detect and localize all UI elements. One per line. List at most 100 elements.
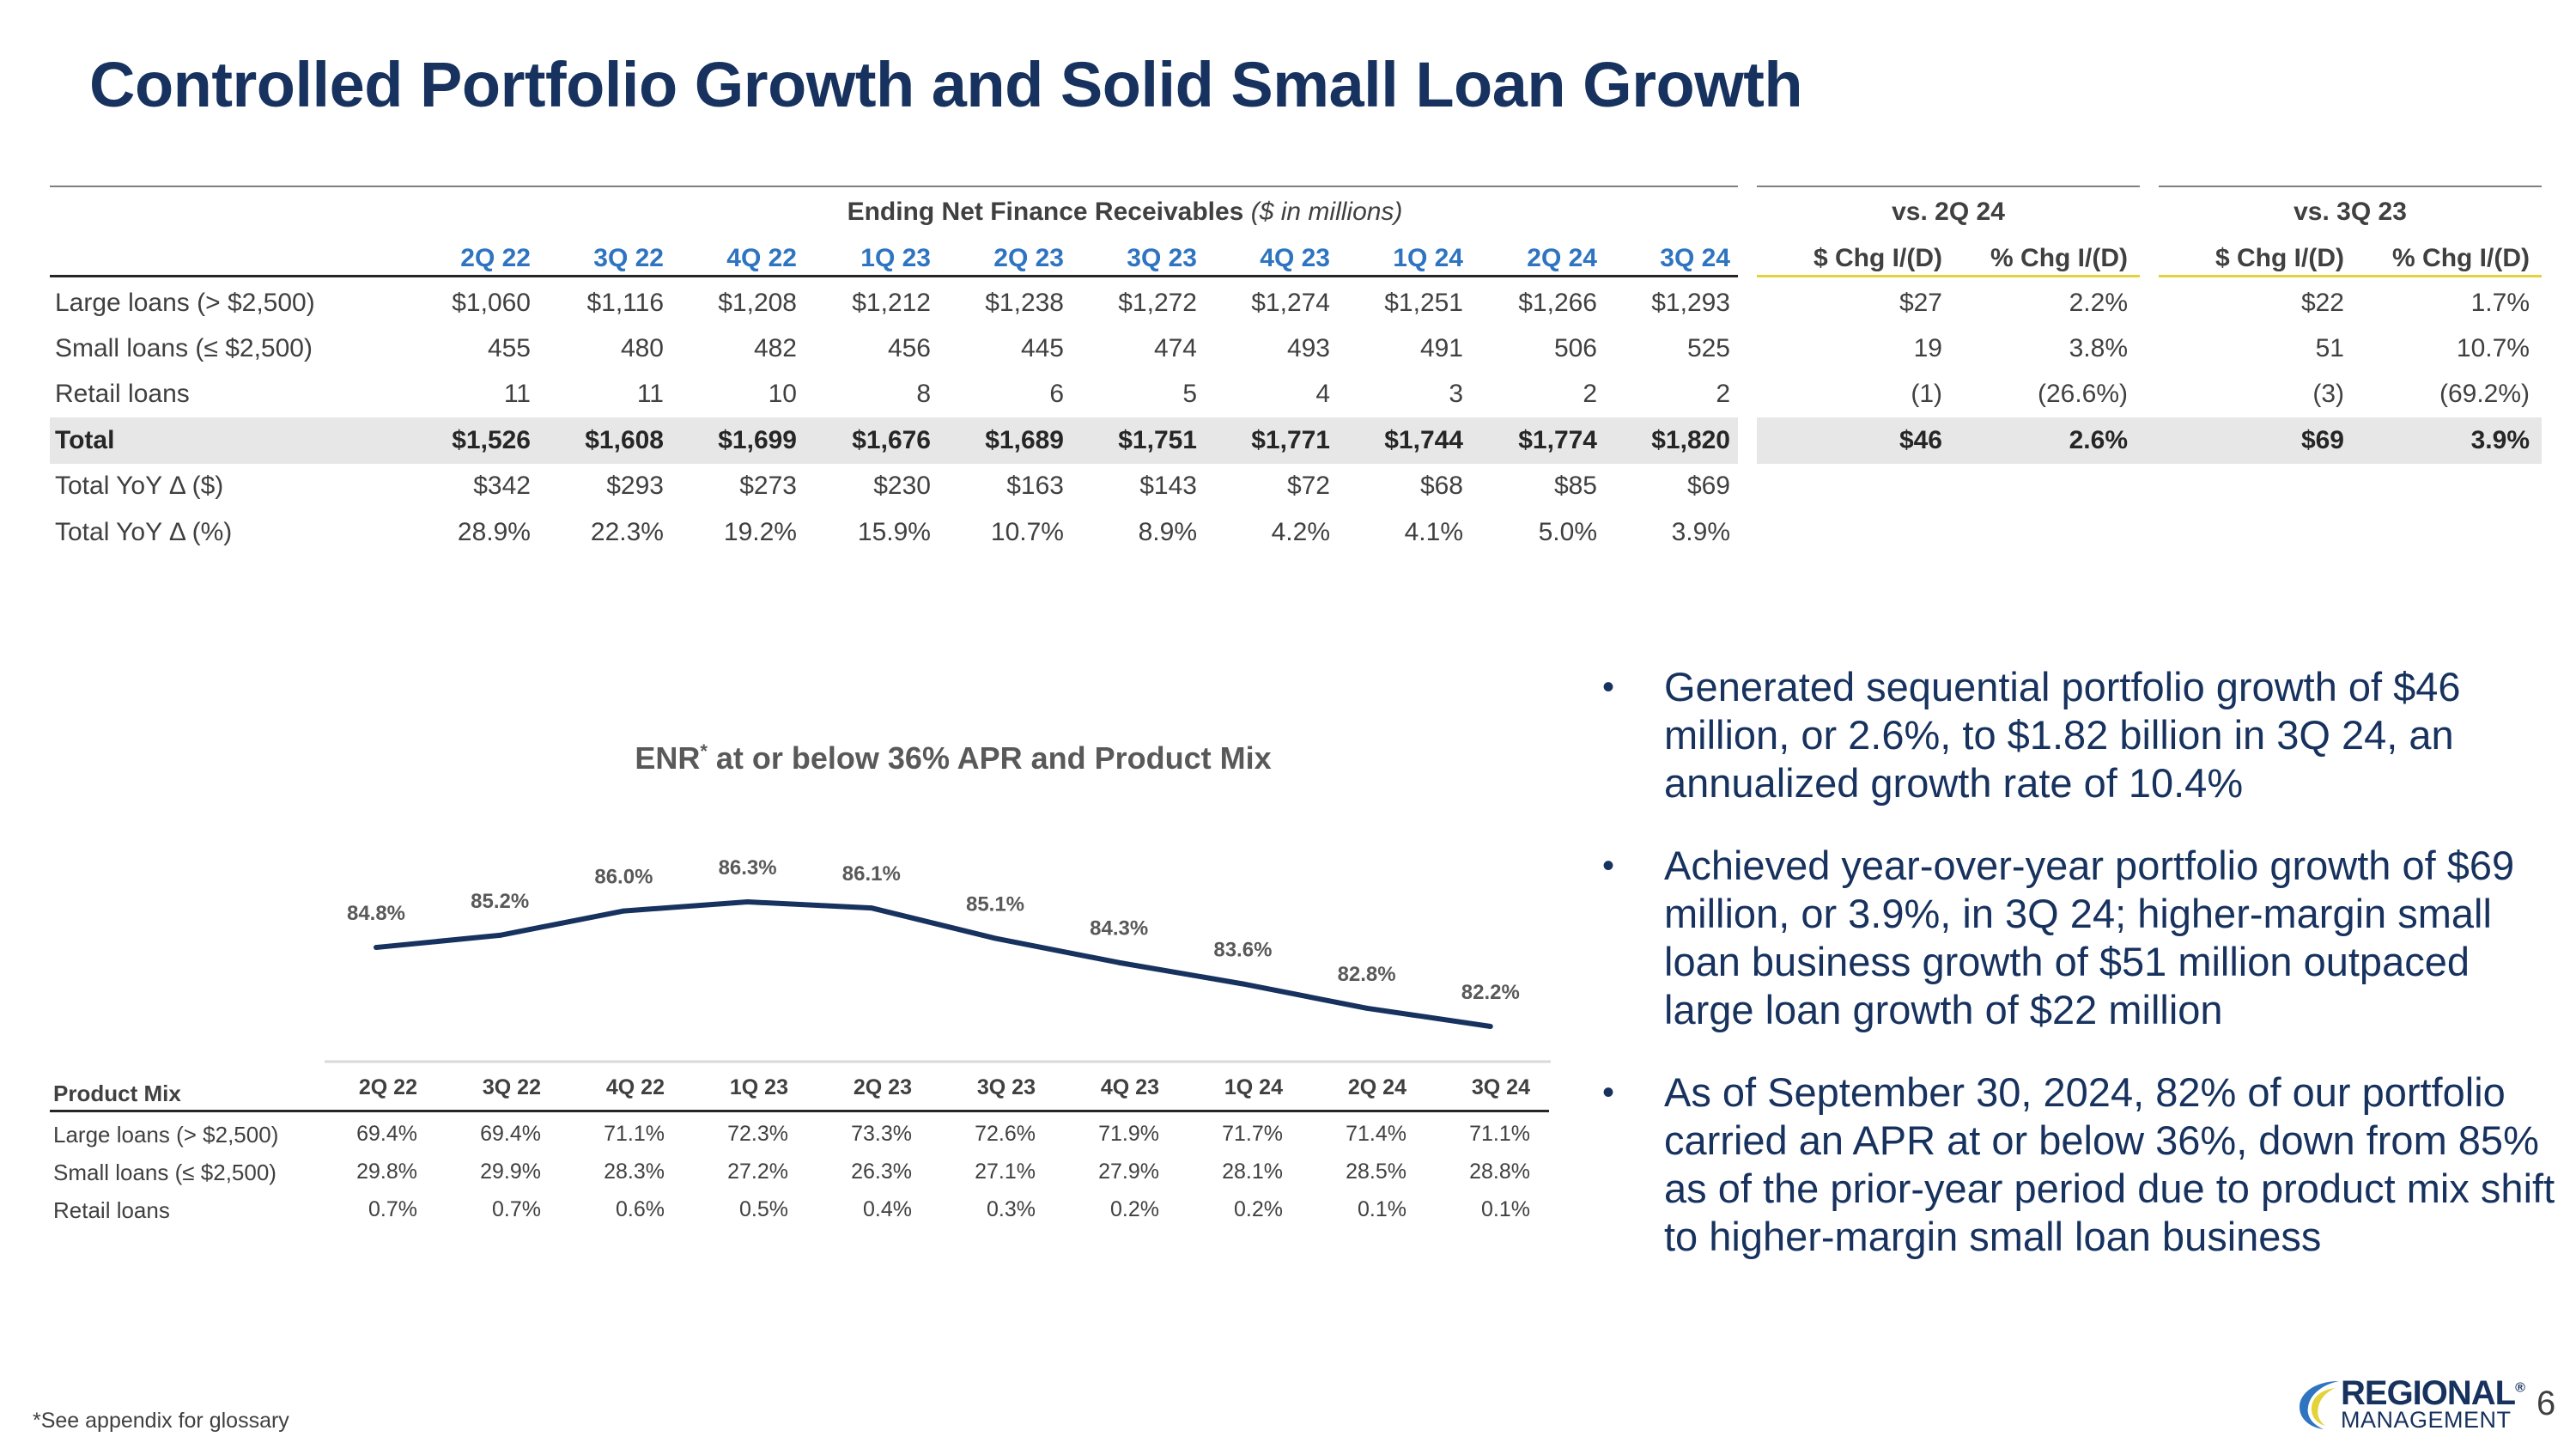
data-point xyxy=(993,935,998,941)
header-underline xyxy=(50,275,1738,277)
table-cell: $1,251 xyxy=(1384,289,1463,317)
mix-column-header: 3Q 24 xyxy=(1471,1075,1530,1099)
table-cell: $1,266 xyxy=(1518,289,1597,317)
mix-cell: 26.3% xyxy=(851,1160,912,1184)
table-cell: $1,608 xyxy=(585,426,664,454)
total-row-shade xyxy=(50,417,1738,464)
table-cell: 19.2% xyxy=(723,518,797,546)
table-cell: $69 xyxy=(1686,472,1730,500)
bullet-icon: • xyxy=(1602,668,1615,706)
table-cell: 8 xyxy=(916,380,931,408)
mix-column-header: 2Q 23 xyxy=(853,1075,912,1099)
table-top-rule xyxy=(1757,186,2140,187)
header-underline xyxy=(2159,275,2542,277)
table-cell: 5 xyxy=(1182,380,1197,408)
mix-cell: 29.9% xyxy=(480,1160,541,1184)
table-cell: 11 xyxy=(503,380,531,408)
bullet-item: • Generated sequential portfolio growth o… xyxy=(1602,664,2461,806)
table-cell: $230 xyxy=(873,472,931,500)
group-title-italic: ($ in millions) xyxy=(1250,198,1403,226)
mix-cell: 71.9% xyxy=(1098,1122,1159,1146)
bullet-icon: • xyxy=(1602,847,1615,885)
change-cell: 3.9% xyxy=(2470,426,2530,454)
change-cell: 1.7% xyxy=(2470,289,2530,317)
page-number: 6 xyxy=(2537,1385,2556,1422)
data-label: 82.8% xyxy=(1338,963,1396,986)
table-cell: 506 xyxy=(1553,334,1597,362)
table-cell: $1,689 xyxy=(985,426,1064,454)
mix-cell: 0.1% xyxy=(1481,1197,1530,1221)
mix-column-header: 3Q 22 xyxy=(482,1075,541,1099)
mix-cell: 71.7% xyxy=(1222,1122,1283,1146)
column-header-period: 3Q 24 xyxy=(1660,244,1730,272)
data-label: 86.3% xyxy=(719,856,777,880)
table-cell: 10.7% xyxy=(990,518,1064,546)
change-cell: 2.2% xyxy=(2069,289,2128,317)
change-cell: $27 xyxy=(1899,289,1942,317)
table-cell: 11 xyxy=(636,380,664,408)
mix-cell: 72.6% xyxy=(975,1122,1036,1146)
key-points: • Generated sequential portfolio growth o… xyxy=(1602,663,2555,1295)
mix-cell: 0.4% xyxy=(863,1197,912,1221)
mix-header-underline xyxy=(50,1110,1549,1112)
product-mix-header: Product Mix xyxy=(53,1081,181,1106)
change-cell: 10.7% xyxy=(2456,334,2530,362)
data-label: 83.6% xyxy=(1213,938,1272,961)
table-cell: 5.0% xyxy=(1538,518,1597,546)
change-cell: 51 xyxy=(2315,334,2344,362)
table-cell: 525 xyxy=(1686,334,1730,362)
group-title-vs-3q23: vs. 3Q 23 xyxy=(2293,198,2407,226)
change-cell: (1) xyxy=(1911,380,1942,408)
mix-cell: 28.5% xyxy=(1346,1160,1406,1184)
mix-cell: 27.9% xyxy=(1098,1160,1159,1184)
change-cell: (26.6%) xyxy=(2037,380,2128,408)
table-cell: 456 xyxy=(887,334,931,362)
data-label: 85.1% xyxy=(966,892,1024,916)
table-cell: $1,676 xyxy=(852,426,931,454)
table-cell: 4 xyxy=(1315,380,1330,408)
data-point xyxy=(497,932,503,938)
table-cell: 4.1% xyxy=(1404,518,1463,546)
table-cell: $273 xyxy=(739,472,797,500)
table-cell: 3.9% xyxy=(1671,518,1730,546)
table-cell: 480 xyxy=(620,334,664,362)
mix-cell: 0.7% xyxy=(492,1197,541,1221)
total-row-shade xyxy=(1757,417,2542,464)
table-cell: 2 xyxy=(1583,380,1597,408)
table-cell: $1,274 xyxy=(1251,289,1330,317)
table-cell: $163 xyxy=(1006,472,1064,500)
data-label: 85.2% xyxy=(471,890,529,913)
mix-column-header: 1Q 24 xyxy=(1224,1075,1283,1099)
table-cell: $1,744 xyxy=(1384,426,1463,454)
mix-cell: 27.2% xyxy=(727,1160,788,1184)
mix-cell: 28.1% xyxy=(1222,1160,1283,1184)
table-cell: 8.9% xyxy=(1138,518,1197,546)
change-cell: $69 xyxy=(2300,426,2344,454)
row-label: Small loans (≤ $2,500) xyxy=(55,334,313,362)
data-point xyxy=(868,905,874,911)
mix-cell: 0.5% xyxy=(739,1197,788,1221)
logo-text-management: MANAGEMENT xyxy=(2341,1407,2512,1433)
data-label: 86.0% xyxy=(594,866,653,889)
change-cell: (69.2%) xyxy=(2439,380,2530,408)
column-header-period: 4Q 22 xyxy=(726,244,797,272)
row-label: Retail loans xyxy=(55,380,190,408)
column-header-change: $ Chg I/(D) xyxy=(2215,244,2344,272)
mix-row-label: Large loans (> $2,500) xyxy=(53,1122,279,1148)
table-cell: $1,238 xyxy=(985,289,1064,317)
table-cell: 28.9% xyxy=(457,518,531,546)
mix-cell: 72.3% xyxy=(727,1122,788,1146)
table-cell: $293 xyxy=(606,472,664,500)
mix-column-header: 2Q 22 xyxy=(358,1075,417,1099)
logo-swoosh-icon xyxy=(2300,1381,2339,1429)
mix-cell: 69.4% xyxy=(480,1122,541,1146)
data-label: 84.8% xyxy=(347,902,405,925)
data-point xyxy=(744,899,750,904)
table-cell: 474 xyxy=(1153,334,1197,362)
data-point xyxy=(621,908,627,914)
table-cell: $1,820 xyxy=(1651,426,1730,454)
mix-cell: 0.7% xyxy=(368,1197,417,1221)
row-label: Total xyxy=(55,426,115,454)
table-cell: 22.3% xyxy=(590,518,664,546)
table-cell: $1,272 xyxy=(1118,289,1197,317)
